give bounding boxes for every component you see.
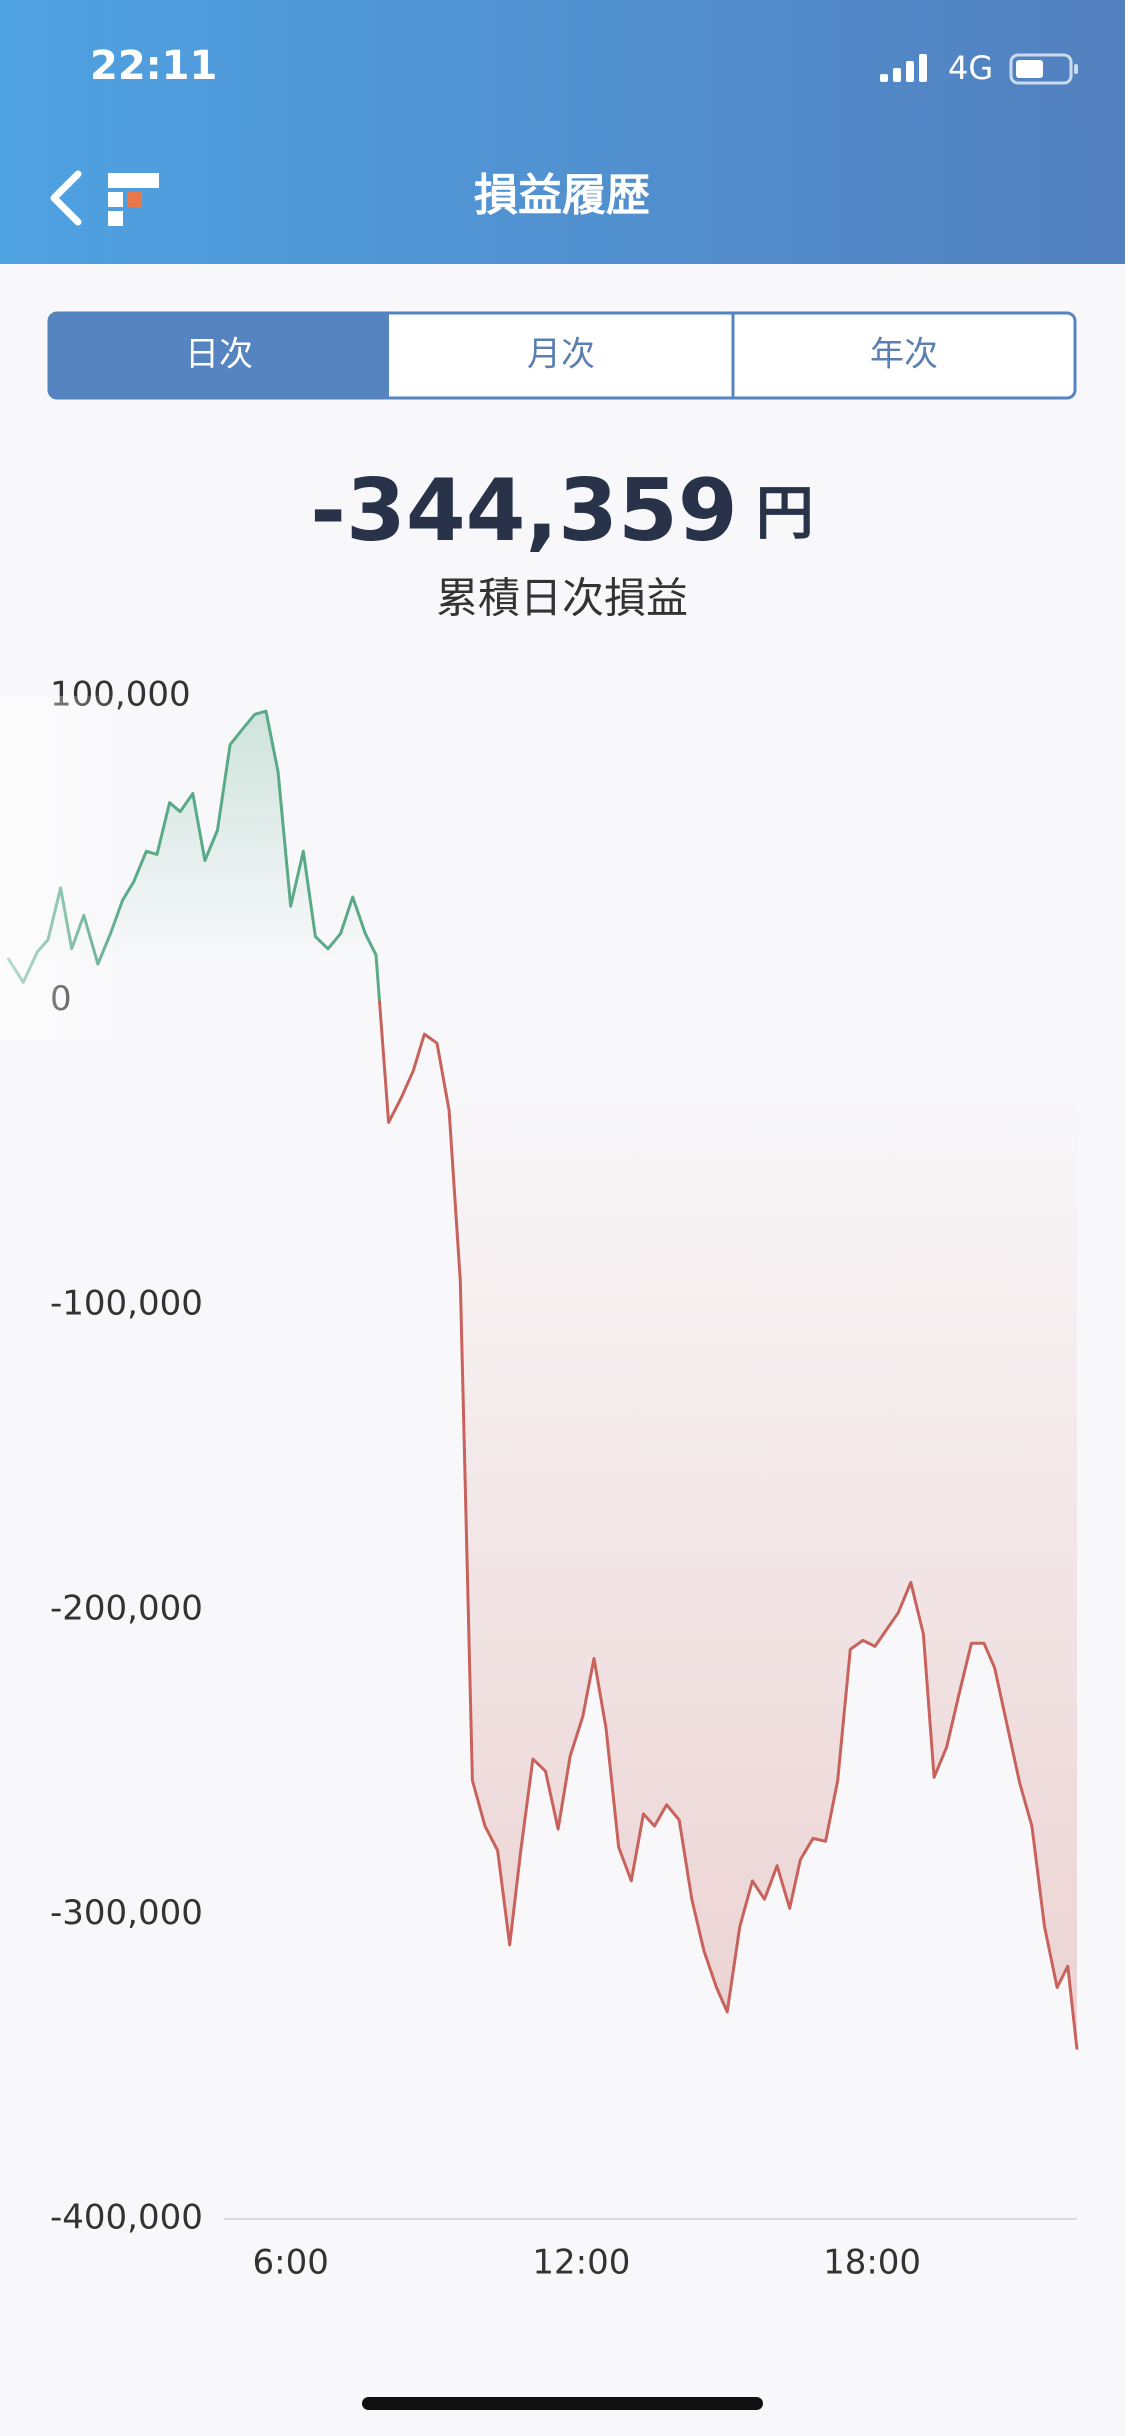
summary-total: -344,359 円 xyxy=(310,461,813,561)
y-tick-label: -100,000 xyxy=(50,1284,203,1324)
x-tick-label: 12:00 xyxy=(532,2243,630,2283)
left-fade xyxy=(0,696,1077,1041)
summary-value: -344,359 xyxy=(310,461,737,561)
tab-active[interactable] xyxy=(49,313,389,398)
x-tick-label: 6:00 xyxy=(253,2243,329,2283)
app-logo xyxy=(108,173,159,226)
battery-icon xyxy=(1009,53,1078,85)
tab-label[interactable]: 年次 xyxy=(870,335,938,375)
summary-label: 累積日次損益 xyxy=(436,574,688,623)
chart: 100,0000-100,000-200,000-300,000-400,000… xyxy=(0,675,1079,2283)
y-tick-label: -400,000 xyxy=(50,2198,203,2238)
area xyxy=(7,711,1077,2050)
x-tick-label: 18:00 xyxy=(823,2243,921,2283)
status-time: 22:11 xyxy=(90,43,217,89)
segmented-control: 日次 月次 年次 xyxy=(47,311,1077,400)
signal-icon xyxy=(880,54,927,82)
tab-label[interactable]: 月次 xyxy=(527,335,595,375)
home-indicator xyxy=(362,2397,763,2410)
header-bar xyxy=(0,0,1125,264)
y-tick-label: -200,000 xyxy=(50,1588,203,1628)
page-title: 損益履歴 xyxy=(474,170,650,221)
back-button[interactable] xyxy=(50,170,82,226)
y-tick-label: -300,000 xyxy=(50,1893,203,1933)
tab-label[interactable]: 日次 xyxy=(185,335,253,375)
summary-unit: 円 xyxy=(756,479,814,547)
network-label: 4G xyxy=(948,49,993,87)
